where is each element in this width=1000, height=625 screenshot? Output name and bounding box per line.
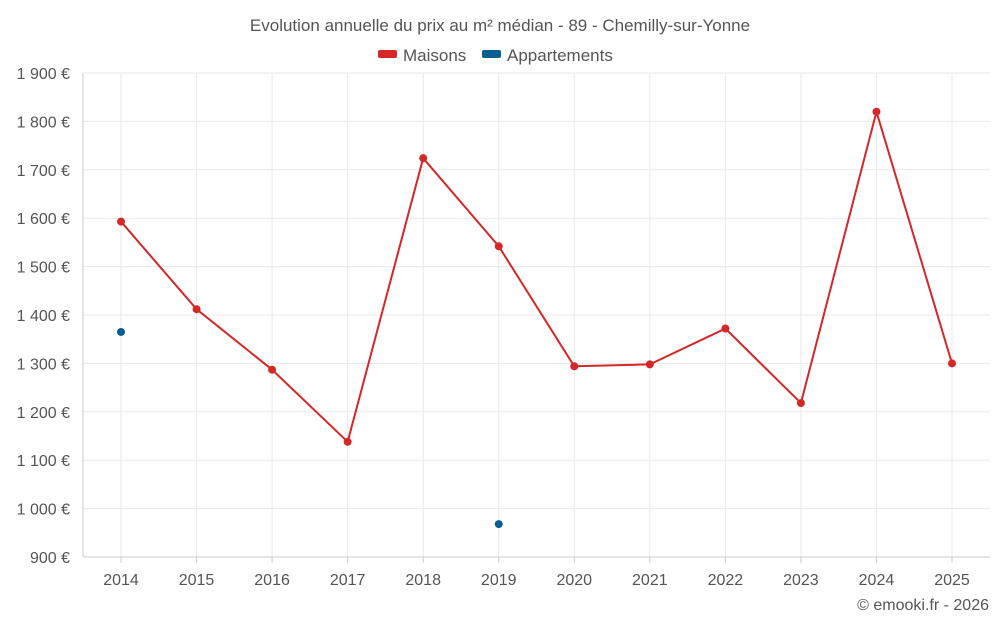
y-tick-label: 1 000 € (17, 502, 70, 519)
legend-item-maisons[interactable]: Maisons (378, 46, 466, 65)
x-tick-label: 2014 (103, 572, 139, 589)
y-tick-label: 900 € (30, 550, 70, 567)
data-point-maisons[interactable] (494, 242, 503, 251)
x-tick-label: 2024 (859, 572, 895, 589)
legend-item-appartements[interactable]: Appartements (482, 46, 613, 65)
data-point-maisons[interactable] (721, 324, 730, 333)
data-point-appartements[interactable] (494, 520, 503, 529)
credit-text: © emooki.fr - 2026 (857, 597, 989, 614)
x-tick-label: 2015 (179, 572, 215, 589)
x-tick-label: 2016 (254, 572, 290, 589)
chart-title: Evolution annuelle du prix au m² médian … (250, 16, 750, 35)
series (117, 107, 956, 529)
y-tick-label: 1 600 € (17, 211, 70, 228)
data-point-maisons[interactable] (645, 360, 654, 369)
legend-swatch-appartements (482, 50, 501, 58)
data-point-appartements[interactable] (117, 327, 125, 336)
x-tick-label: 2022 (708, 572, 744, 589)
x-tick-label: 2017 (330, 572, 366, 589)
legend-label-maisons: Maisons (403, 46, 466, 65)
y-tick-label: 1 700 € (17, 163, 70, 180)
data-point-maisons[interactable] (268, 365, 277, 374)
legend: Maisons Appartements (378, 46, 613, 65)
grid (83, 72, 990, 558)
y-tick-label: 1 800 € (17, 114, 70, 131)
y-tick-label: 1 400 € (17, 308, 70, 325)
axes: 900 € 1 000 € 1 100 € 1 200 € 1 300 € 1 400 €… (17, 66, 990, 589)
y-tick-label: 1 900 € (17, 66, 70, 83)
x-tick-label: 2018 (405, 572, 441, 589)
y-tick-label: 1 300 € (17, 356, 70, 373)
x-tick-label: 2023 (783, 572, 819, 589)
data-point-maisons[interactable] (192, 305, 201, 314)
y-tick-label: 1 500 € (17, 260, 70, 277)
legend-label-appartements: Appartements (507, 46, 613, 65)
y-tick-label: 1 200 € (17, 405, 70, 422)
data-point-maisons[interactable] (872, 107, 881, 116)
x-tick-label: 2021 (632, 572, 668, 589)
x-tick-label: 2019 (481, 572, 517, 589)
y-tick-label: 1 100 € (17, 453, 70, 470)
data-point-maisons[interactable] (117, 217, 125, 226)
series-line-maisons (120, 110, 953, 443)
data-point-maisons[interactable] (419, 154, 428, 163)
x-tick-label: 2020 (556, 572, 592, 589)
legend-swatch-maisons (378, 50, 397, 58)
data-point-maisons[interactable] (948, 359, 956, 368)
x-tick-label: 2025 (934, 572, 970, 589)
data-point-maisons[interactable] (343, 437, 352, 446)
data-point-maisons[interactable] (796, 399, 805, 408)
data-point-maisons[interactable] (570, 362, 579, 371)
